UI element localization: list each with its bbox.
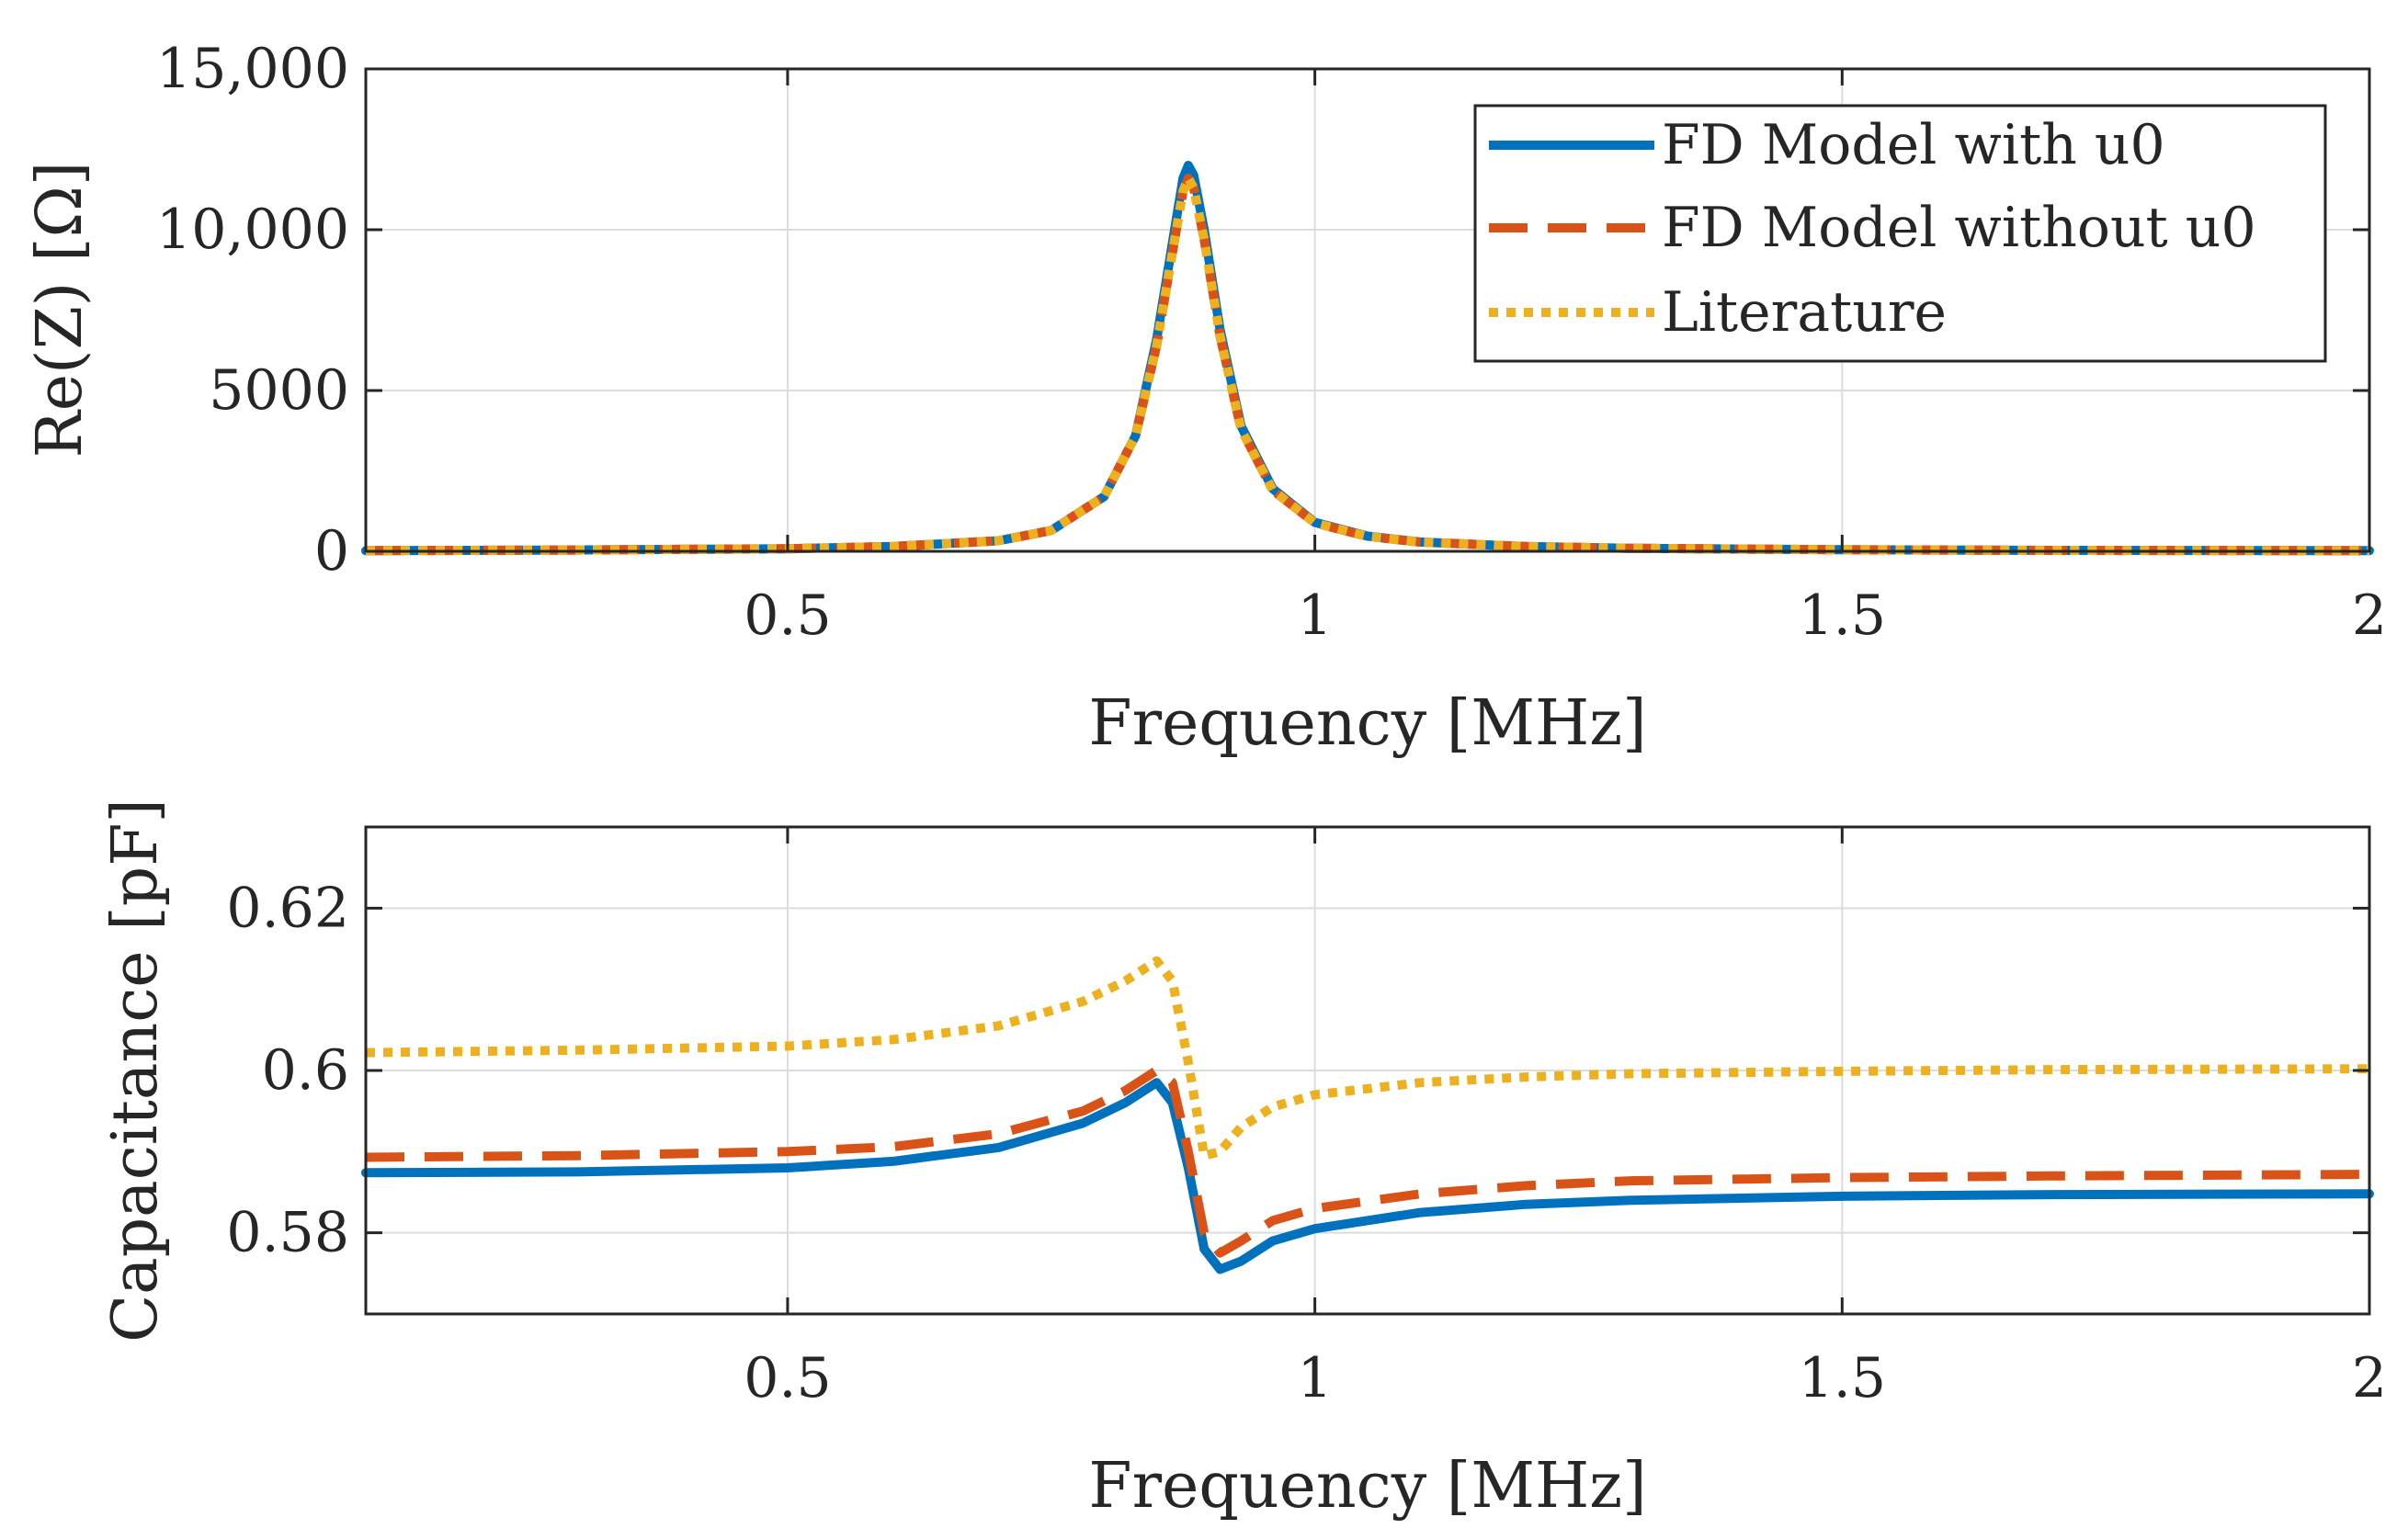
impedance-x-tick-label: 1 — [1298, 583, 1333, 648]
capacitance-chart: 0.5 1 1.5 2 0.58 0.6 0.62 Frequency [MHz] Capa… — [99, 798, 2387, 1523]
impedance-y-tick-label: 0 — [314, 519, 349, 583]
legend-label-with-u0: FD Model with u0 — [1662, 113, 2165, 177]
impedance-y-tick-label: 10,000 — [156, 198, 349, 262]
capacitance-x-tick-label: 2 — [2352, 1346, 2387, 1410]
capacitance-x-tick-label: 1.5 — [1799, 1346, 1886, 1410]
impedance-y-tick-label: 15,000 — [156, 37, 349, 101]
impedance-series-literature — [365, 174, 2370, 556]
capacitance-x-axis-label: Frequency [MHz] — [1088, 1450, 1646, 1523]
impedance-x-axis-label: Frequency [MHz] — [1088, 687, 1646, 760]
legend-label-literature: Literature — [1662, 280, 1947, 345]
capacitance-y-tick-label: 0.62 — [226, 876, 349, 940]
legend: FD Model with u0 FD Model without u0 Lit… — [1473, 104, 2327, 363]
capacitance-series-without-u0 — [365, 1066, 2370, 1258]
impedance-y-axis-label: Re(Z) [Ω] — [24, 162, 97, 459]
impedance-x-tick-label: 2 — [2352, 583, 2387, 648]
capacitance-y-tick-label: 0.58 — [226, 1201, 349, 1265]
capacitance-series-literature — [365, 956, 2370, 1161]
impedance-y-tick-label: 5000 — [209, 358, 349, 423]
legend-label-without-u0: FD Model without u0 — [1662, 196, 2256, 260]
capacitance-y-axis-label: Capacitance [pF] — [99, 798, 172, 1342]
capacitance-y-tick-label: 0.6 — [262, 1038, 349, 1103]
capacitance-x-tick-label: 0.5 — [744, 1346, 831, 1410]
impedance-axes-box — [364, 67, 2371, 553]
capacitance-x-tick-label: 1 — [1298, 1346, 1333, 1410]
impedance-x-tick-label: 1.5 — [1799, 583, 1886, 648]
impedance-series-without-u0 — [365, 174, 2370, 556]
impedance-x-tick-label: 0.5 — [744, 583, 831, 648]
impedance-chart: 0.5 1 1.5 2 0 5000 10,000 15,000 Frequency [MHz… — [24, 37, 2387, 760]
capacitance-series-with-u0 — [361, 1078, 2374, 1274]
